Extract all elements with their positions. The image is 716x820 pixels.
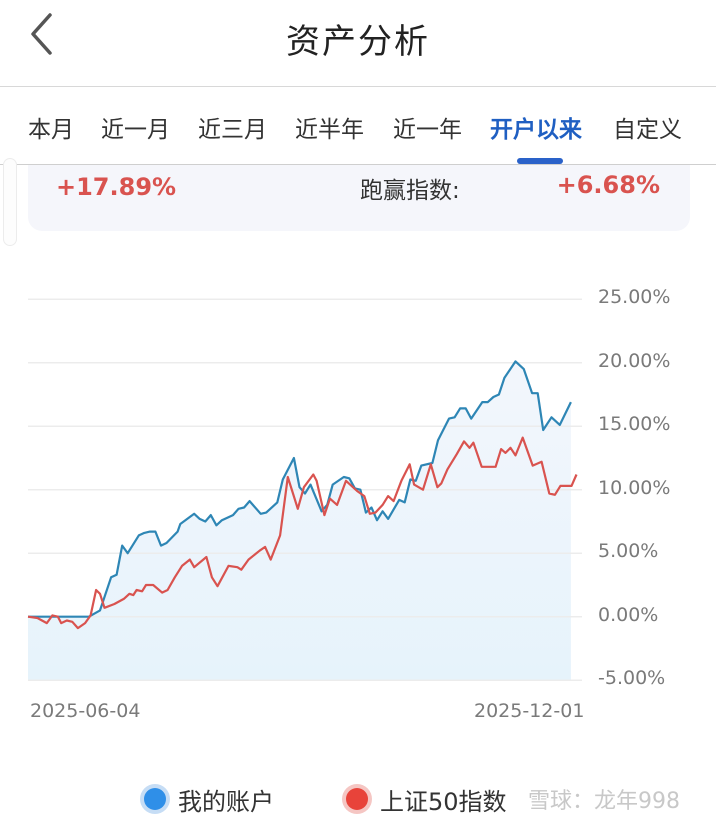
tab-0[interactable]: 本月 <box>28 117 74 143</box>
period-tabs: 本月 近一月 近三月 近半年 近一年 开户以来 自定义 <box>0 88 716 165</box>
legend-label: 上证50指数 <box>380 787 507 816</box>
y-axis-tick-label: 5.00% <box>598 540 659 563</box>
legend-item-account[interactable]: 我的账户 <box>144 782 274 816</box>
tab-4[interactable]: 近一年 <box>393 117 462 143</box>
legend-item-index[interactable]: 上证50指数 <box>346 782 507 816</box>
chevron-left-icon <box>31 13 52 55</box>
y-axis-tick-label: 15.00% <box>598 413 671 436</box>
tab-2[interactable]: 近三月 <box>198 117 267 143</box>
y-axis-tick-label: 10.00% <box>598 476 671 499</box>
legend-dot-red-icon <box>346 788 368 810</box>
tab-1[interactable]: 近一月 <box>101 117 170 143</box>
y-axis-tick-label: 20.00% <box>598 349 671 372</box>
y-axis-tick-label: 25.00% <box>598 286 671 309</box>
total-return-value: +17.89% <box>56 173 177 201</box>
beat-index-value: +6.68% <box>556 171 660 199</box>
top-nav-bar: 资产分析 <box>0 0 716 87</box>
index-line <box>27 436 578 630</box>
back-button[interactable] <box>24 10 64 56</box>
tab-6[interactable]: 自定义 <box>613 117 682 143</box>
account-line <box>28 360 572 618</box>
active-tab-indicator <box>517 158 563 164</box>
legend-label: 我的账户 <box>178 787 274 816</box>
legend-dot-blue-icon <box>144 788 166 810</box>
x-axis-start-label: 2025-06-04 <box>30 700 141 722</box>
summary-card: +17.89% 跑赢指数: +6.68% <box>28 165 690 231</box>
scrollbar[interactable] <box>3 158 17 246</box>
tab-3[interactable]: 近半年 <box>295 117 364 143</box>
account-area-fill <box>28 361 571 680</box>
return-comparison-chart[interactable] <box>0 280 716 700</box>
page-title: 资产分析 <box>286 22 430 62</box>
watermark: 雪球：龙年998 <box>528 789 680 814</box>
beat-index-label: 跑赢指数: <box>360 178 460 204</box>
y-axis-tick-label: -5.00% <box>598 667 666 690</box>
tab-5[interactable]: 开户以来 <box>490 117 582 143</box>
x-axis-end-label: 2025-12-01 <box>474 700 585 722</box>
y-axis-tick-label: 0.00% <box>598 603 659 626</box>
